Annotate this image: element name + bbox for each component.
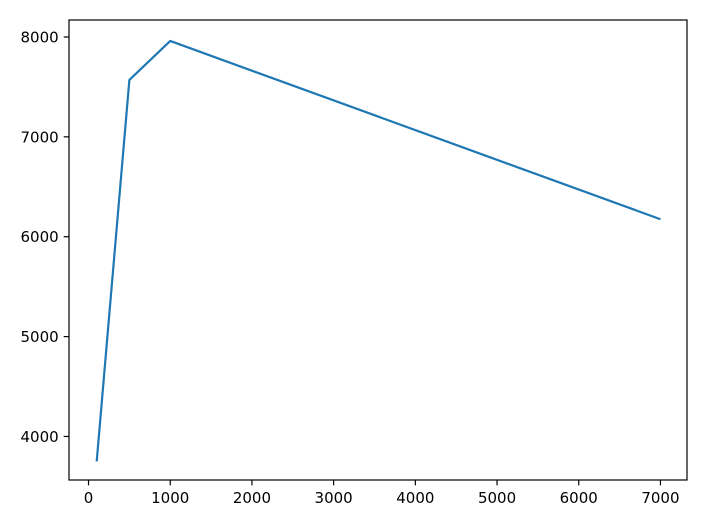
x-tick-label: 3000: [315, 489, 353, 507]
x-tick-label: 5000: [478, 489, 516, 507]
y-tick-label: 6000: [21, 228, 59, 246]
axes-spines: [68, 19, 688, 481]
y-tick-label: 7000: [21, 128, 59, 146]
x-tick-label: 0: [84, 489, 94, 507]
plot-area: [69, 20, 687, 480]
x-tick-label: 4000: [396, 489, 434, 507]
x-tick-label: 7000: [641, 489, 679, 507]
x-tick-label: 1000: [151, 489, 189, 507]
x-tick-label: 6000: [560, 489, 598, 507]
x-tick-label: 2000: [233, 489, 271, 507]
data-line-line-1: [95, 39, 661, 462]
y-tick-label: 5000: [21, 328, 59, 346]
y-tick-label: 8000: [21, 28, 59, 46]
y-tick-label: 4000: [21, 428, 59, 446]
